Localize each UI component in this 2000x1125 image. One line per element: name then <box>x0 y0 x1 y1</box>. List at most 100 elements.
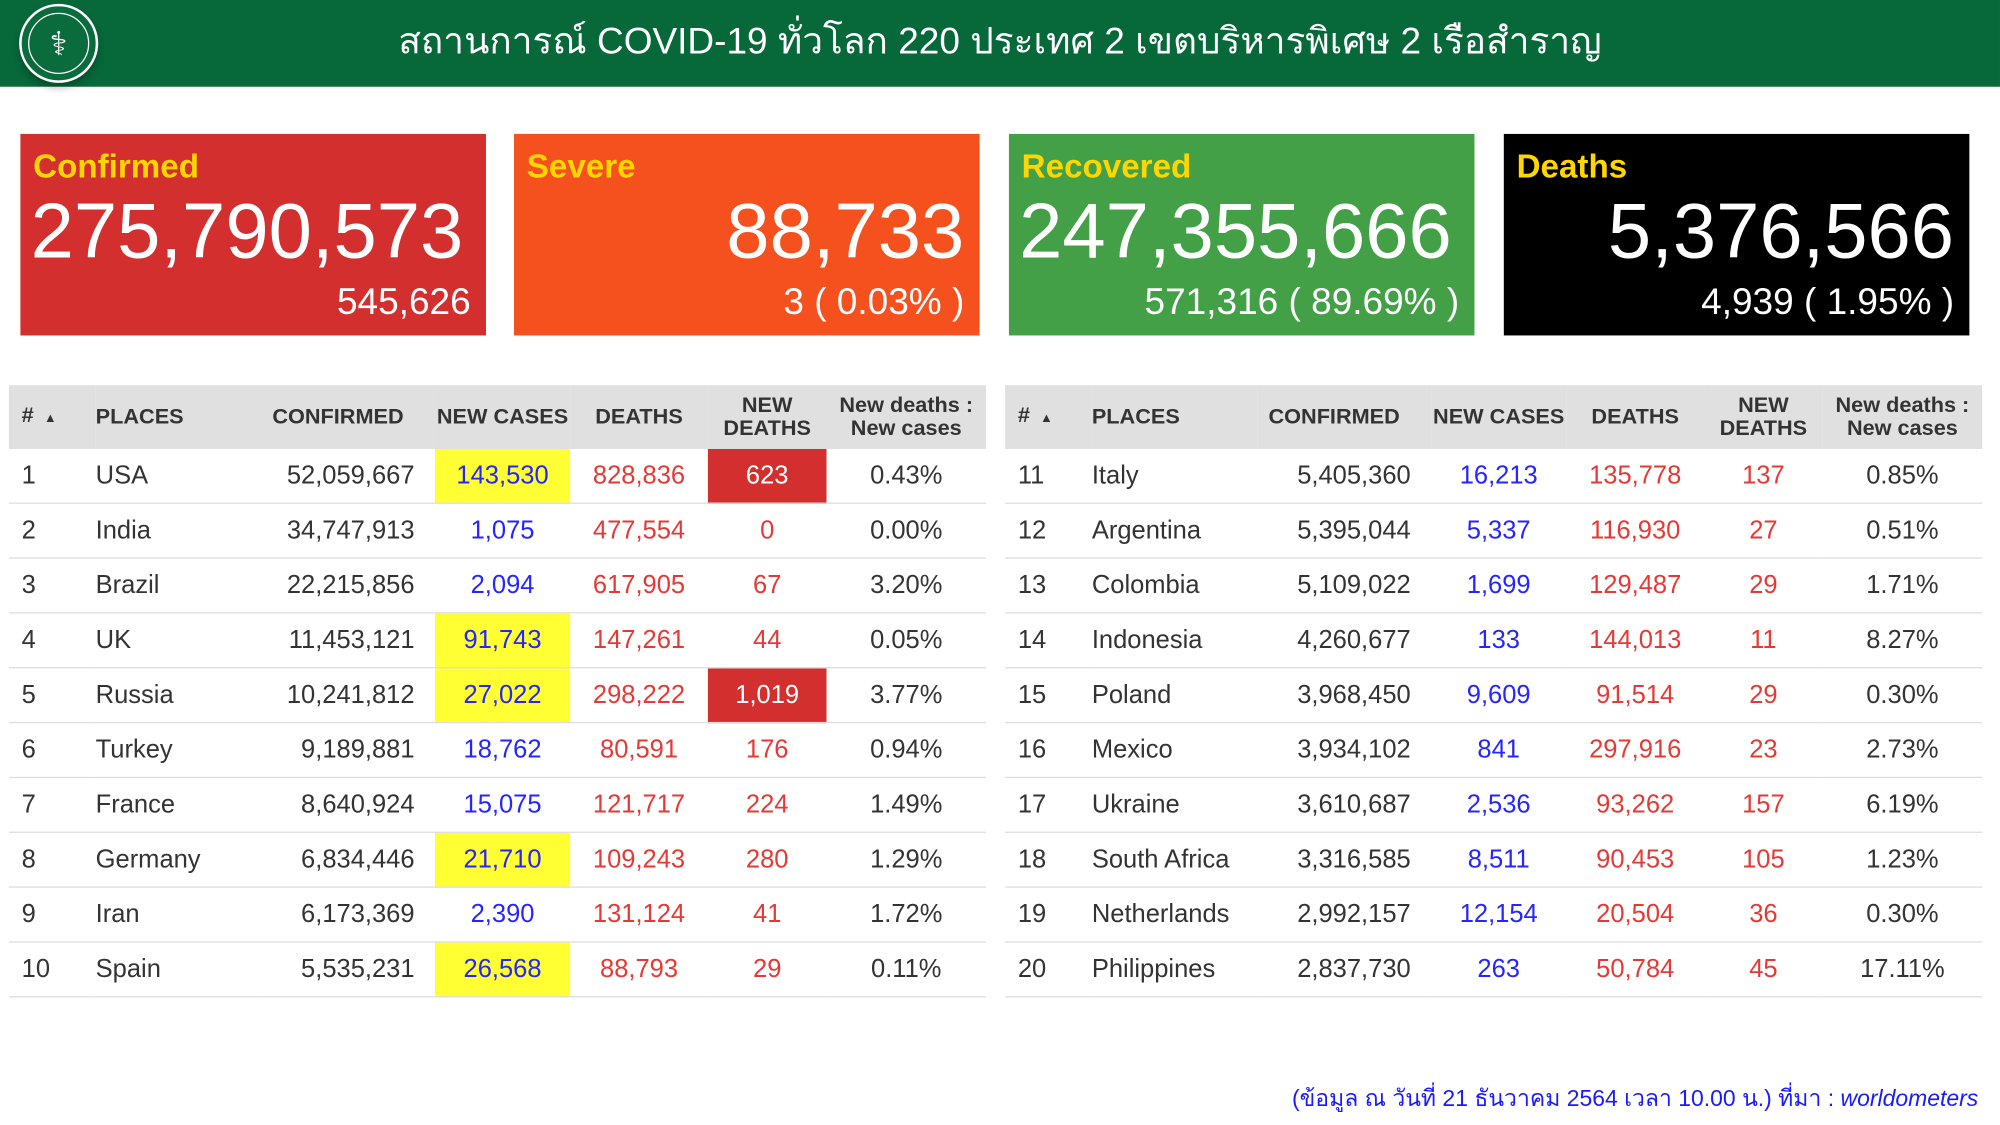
column-header-label: NEW DEATHS <box>1719 392 1808 441</box>
cell-deaths: 297,916 <box>1566 722 1705 779</box>
column-header-ratio[interactable]: New deaths : New cases <box>826 385 986 449</box>
cell-new-deaths: 29 <box>1704 667 1823 724</box>
table-row: 11 Italy 5,405,360 16,213 135,778 137 0.85% <box>1005 448 1983 504</box>
cell-rank: 2 <box>8 503 96 559</box>
cell-new-deaths: 45 <box>1704 941 1823 998</box>
column-header-deaths[interactable]: DEATHS <box>1566 385 1705 449</box>
cell-new-cases: 9,609 <box>1431 667 1567 724</box>
column-header-rank[interactable]: # ▲ <box>8 385 96 449</box>
cell-rank: 20 <box>1005 941 1092 998</box>
table-row: 6 Turkey 9,189,881 18,762 80,591 176 0.94% <box>8 722 986 779</box>
cell-confirmed: 10,241,812 <box>261 667 435 724</box>
column-header-new-deaths[interactable]: NEW DEATHS <box>707 385 827 449</box>
cell-deaths: 617,905 <box>570 558 708 614</box>
cell-new-deaths: 23 <box>1704 722 1823 779</box>
cell-ratio: 0.51% <box>1822 503 1983 559</box>
cell-confirmed: 5,535,231 <box>261 941 435 998</box>
cell-new-deaths: 29 <box>707 941 827 998</box>
cell-rank: 12 <box>1005 503 1092 559</box>
cell-deaths: 477,554 <box>570 503 708 559</box>
cell-ratio: 0.43% <box>826 448 986 504</box>
table-row: 19 Netherlands 2,992,157 12,154 20,504 36 0.30… <box>1005 887 1983 943</box>
cell-ratio: 0.05% <box>826 612 986 669</box>
column-header-confirmed[interactable]: CONFIRMED <box>261 385 435 449</box>
sort-ascending-icon[interactable]: ▲ <box>1040 411 1053 426</box>
cell-new-deaths: 11 <box>1704 612 1823 669</box>
cell-new-cases: 15,075 <box>434 777 571 833</box>
column-header-rank[interactable]: # ▲ <box>1005 385 1092 449</box>
cell-place: UK <box>95 612 262 669</box>
column-header-label: NEW CASES <box>436 404 569 429</box>
cell-ratio: 8.27% <box>1822 612 1983 669</box>
table-row: 8 Germany 6,834,446 21,710 109,243 280 1.29% <box>8 832 986 888</box>
cell-new-cases: 26,568 <box>434 941 571 998</box>
cell-deaths: 90,453 <box>1566 832 1705 888</box>
cell-confirmed: 11,453,121 <box>261 612 435 669</box>
cell-confirmed: 22,215,856 <box>261 558 435 614</box>
cell-place: Ukraine <box>1091 777 1258 833</box>
column-header-place[interactable]: PLACES <box>95 385 262 449</box>
column-header-confirmed[interactable]: CONFIRMED <box>1257 385 1432 449</box>
cell-rank: 6 <box>8 722 96 779</box>
cell-place: Mexico <box>1091 722 1258 779</box>
cell-place: Philippines <box>1091 941 1258 998</box>
cell-deaths: 91,514 <box>1566 667 1705 724</box>
cell-new-cases: 133 <box>1431 612 1567 669</box>
stat-card-value: 88,733 <box>726 187 965 275</box>
cell-new-cases: 12,154 <box>1431 887 1567 943</box>
cell-new-cases: 143,530 <box>434 448 571 504</box>
stat-card-value: 275,790,573 <box>30 187 464 275</box>
column-header-label: New deaths : New cases <box>1835 392 1970 441</box>
table-header-row: # ▲ PLACES CONFIRMED NEW CASES DEATHS NEW DEAT… <box>8 385 986 449</box>
cell-new-deaths: 44 <box>707 612 827 669</box>
cell-ratio: 0.85% <box>1822 448 1983 504</box>
column-header-new-cases[interactable]: NEW CASES <box>434 385 571 449</box>
cell-place: Iran <box>95 887 262 943</box>
cell-new-cases: 27,022 <box>434 667 571 724</box>
cell-new-deaths: 36 <box>1704 887 1823 943</box>
cell-new-deaths: 67 <box>707 558 827 614</box>
column-header-label: New deaths : New cases <box>839 392 974 441</box>
cell-place: Argentina <box>1091 503 1258 559</box>
cell-place: South Africa <box>1091 832 1258 888</box>
cell-new-cases: 2,390 <box>434 887 571 943</box>
cell-deaths: 121,717 <box>570 777 708 833</box>
cell-ratio: 1.23% <box>1822 832 1983 888</box>
cell-new-deaths: 27 <box>1704 503 1823 559</box>
cell-confirmed: 9,189,881 <box>261 722 435 779</box>
sort-ascending-icon[interactable]: ▲ <box>43 411 57 426</box>
cell-deaths: 93,262 <box>1566 777 1705 833</box>
column-header-ratio[interactable]: New deaths : New cases <box>1822 385 1983 449</box>
table-row: 12 Argentina 5,395,044 5,337 116,930 27 0.51% <box>1005 503 1983 559</box>
table-row: 15 Poland 3,968,450 9,609 91,514 29 0.30% <box>1005 667 1983 724</box>
cell-confirmed: 5,405,360 <box>1257 448 1432 504</box>
cell-new-cases: 1,699 <box>1431 558 1567 614</box>
cell-confirmed: 5,395,044 <box>1257 503 1432 559</box>
column-header-new-deaths[interactable]: NEW DEATHS <box>1704 385 1823 449</box>
cell-new-deaths: 0 <box>707 503 827 559</box>
table-row: 13 Colombia 5,109,022 1,699 129,487 29 1.71% <box>1005 558 1983 614</box>
cell-new-deaths: 29 <box>1704 558 1823 614</box>
column-header-label: NEW DEATHS <box>723 392 811 441</box>
cell-place: Netherlands <box>1091 887 1258 943</box>
column-header-label: PLACES <box>1091 404 1180 429</box>
source-link[interactable]: worldometers <box>1840 1085 1979 1111</box>
cell-rank: 7 <box>8 777 96 833</box>
cell-ratio: 0.30% <box>1822 667 1983 724</box>
cell-new-cases: 8,511 <box>1431 832 1567 888</box>
table-header-row: # ▲ PLACES CONFIRMED NEW CASES DEATHS NEW DEAT… <box>1005 385 1983 449</box>
data-source-note: (ข้อมูล ณ วันที่ 21 ธันวาคม 2564 เวลา 10… <box>1292 1079 1978 1116</box>
column-header-new-cases[interactable]: NEW CASES <box>1431 385 1567 449</box>
cell-confirmed: 3,610,687 <box>1257 777 1432 833</box>
column-header-deaths[interactable]: DEATHS <box>570 385 708 449</box>
column-header-label: DEATHS <box>595 404 683 429</box>
cell-new-cases: 21,710 <box>434 832 571 888</box>
cell-rank: 9 <box>8 887 96 943</box>
cell-deaths: 80,591 <box>570 722 708 779</box>
column-header-place[interactable]: PLACES <box>1091 385 1258 449</box>
stat-card-value: 5,376,566 <box>1607 187 1955 275</box>
cell-new-cases: 18,762 <box>434 722 571 779</box>
cell-rank: 5 <box>8 667 96 724</box>
cell-deaths: 109,243 <box>570 832 708 888</box>
column-header-label: # <box>1017 402 1030 427</box>
